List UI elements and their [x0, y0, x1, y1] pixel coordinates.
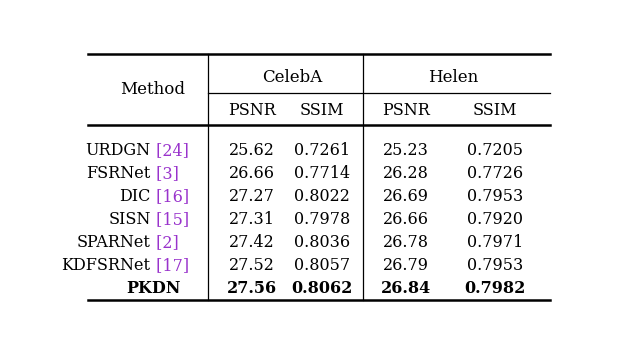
Text: KDFSRNet: KDFSRNet	[62, 257, 150, 274]
Text: 26.66: 26.66	[229, 165, 275, 182]
Text: [15]: [15]	[150, 211, 188, 228]
Text: PSNR: PSNR	[382, 102, 430, 119]
Text: 0.7726: 0.7726	[467, 165, 523, 182]
Text: SPARNet: SPARNet	[77, 234, 150, 251]
Text: 0.7953: 0.7953	[467, 188, 523, 205]
Text: 26.78: 26.78	[383, 234, 429, 251]
Text: 0.7971: 0.7971	[467, 234, 523, 251]
Text: 0.8062: 0.8062	[291, 280, 353, 297]
Text: 26.28: 26.28	[383, 165, 429, 182]
Text: 0.8057: 0.8057	[294, 257, 350, 274]
Text: 0.7982: 0.7982	[464, 280, 525, 297]
Text: 26.66: 26.66	[383, 211, 429, 228]
Text: PSNR: PSNR	[228, 102, 276, 119]
Text: 27.52: 27.52	[229, 257, 275, 274]
Text: 26.69: 26.69	[383, 188, 429, 205]
Text: 26.84: 26.84	[381, 280, 431, 297]
Text: PKDN: PKDN	[126, 280, 180, 297]
Text: 0.7714: 0.7714	[294, 165, 350, 182]
Text: URDGN: URDGN	[85, 142, 150, 159]
Text: CelebA: CelebA	[262, 69, 322, 86]
Text: [16]: [16]	[150, 188, 188, 205]
Text: Method: Method	[120, 81, 185, 98]
Text: [2]: [2]	[150, 234, 178, 251]
Text: 0.8036: 0.8036	[294, 234, 350, 251]
Text: 27.31: 27.31	[229, 211, 275, 228]
Text: SSIM: SSIM	[300, 102, 344, 119]
Text: SISN: SISN	[108, 211, 150, 228]
Text: [3]: [3]	[150, 165, 178, 182]
Text: FSRNet: FSRNet	[86, 165, 150, 182]
Text: SSIM: SSIM	[472, 102, 517, 119]
Text: 0.7953: 0.7953	[467, 257, 523, 274]
Text: [24]: [24]	[150, 142, 188, 159]
Text: Helen: Helen	[427, 69, 478, 86]
Text: 0.8022: 0.8022	[295, 188, 350, 205]
Text: 0.7261: 0.7261	[294, 142, 350, 159]
Text: 27.42: 27.42	[229, 234, 275, 251]
Text: 0.7920: 0.7920	[467, 211, 523, 228]
Text: 27.56: 27.56	[227, 280, 277, 297]
Text: 25.62: 25.62	[229, 142, 275, 159]
Text: 0.7205: 0.7205	[467, 142, 523, 159]
Text: 25.23: 25.23	[383, 142, 429, 159]
Text: 26.79: 26.79	[383, 257, 429, 274]
Text: DIC: DIC	[119, 188, 150, 205]
Text: 0.7978: 0.7978	[294, 211, 350, 228]
Text: [17]: [17]	[150, 257, 188, 274]
Text: 27.27: 27.27	[229, 188, 275, 205]
